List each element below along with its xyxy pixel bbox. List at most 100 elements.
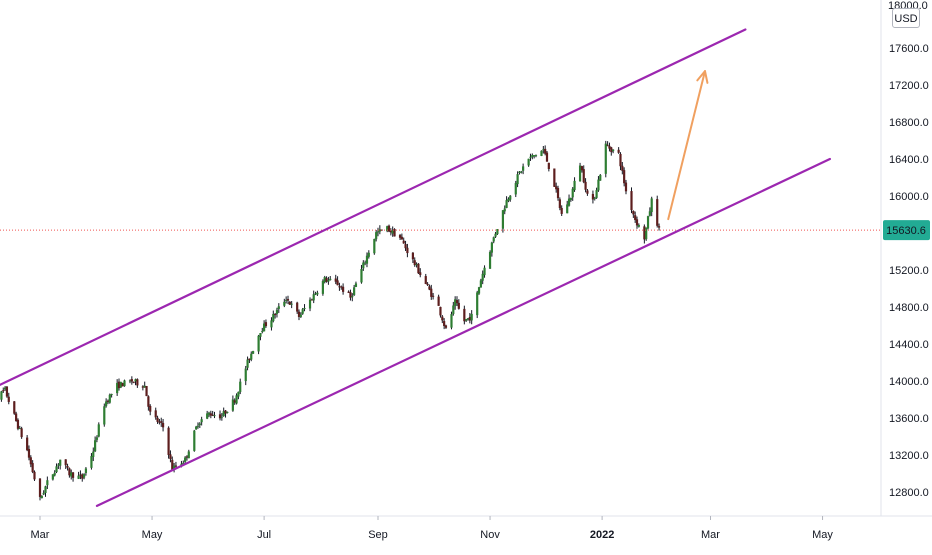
candle-body bbox=[477, 287, 481, 294]
candle-body bbox=[316, 292, 319, 295]
channel-lower-line[interactable] bbox=[95, 157, 831, 507]
candle-body bbox=[235, 395, 238, 404]
candle-down bbox=[218, 410, 222, 421]
candle-body bbox=[327, 280, 330, 282]
price-tick-label: 17600.0 bbox=[889, 43, 929, 55]
candle-body bbox=[560, 207, 563, 214]
candle-body bbox=[417, 263, 420, 274]
candle-body bbox=[527, 158, 530, 166]
candle-up bbox=[509, 195, 512, 202]
candle-down bbox=[286, 295, 290, 305]
price-tick-label: 16400.0 bbox=[889, 154, 929, 166]
candle-up bbox=[70, 469, 73, 480]
candle-down bbox=[547, 162, 550, 172]
candle-down bbox=[580, 165, 584, 173]
candle-up bbox=[195, 425, 198, 430]
candle-up bbox=[386, 225, 389, 233]
candle-up bbox=[0, 390, 3, 402]
candle-body bbox=[44, 486, 47, 494]
candle-down bbox=[81, 473, 84, 482]
candle-up bbox=[378, 225, 381, 235]
candle-up bbox=[303, 304, 306, 312]
candle-body bbox=[567, 198, 571, 206]
candle-body bbox=[226, 411, 229, 413]
candle-body bbox=[308, 299, 312, 309]
candle-up bbox=[301, 307, 304, 315]
candle-body bbox=[329, 278, 332, 281]
candle-down bbox=[64, 459, 67, 469]
candle-up bbox=[105, 398, 108, 408]
candle-up bbox=[46, 476, 49, 490]
time-axis[interactable]: Mar May Jul Sep Nov 2022 Mar May bbox=[31, 516, 834, 541]
candle-up bbox=[599, 174, 602, 181]
candle-body bbox=[128, 380, 132, 382]
candle-body bbox=[20, 428, 23, 438]
candle-body bbox=[71, 472, 75, 478]
candle-body bbox=[275, 309, 279, 314]
candle-down bbox=[68, 467, 71, 478]
candle-body bbox=[479, 280, 482, 288]
currency-badge[interactable]: USD bbox=[892, 8, 920, 28]
candle-body bbox=[108, 394, 111, 403]
candle-down bbox=[349, 289, 352, 301]
candle-body bbox=[547, 162, 550, 169]
candle-body bbox=[465, 318, 468, 321]
candle-body bbox=[488, 251, 492, 269]
candle-body bbox=[38, 478, 42, 497]
candle-body bbox=[634, 215, 637, 221]
candle-body bbox=[195, 426, 198, 430]
candle-down bbox=[27, 445, 31, 461]
candle-body bbox=[182, 462, 185, 465]
candle-body bbox=[411, 252, 415, 260]
time-tick-label: Jul bbox=[257, 529, 271, 541]
candle-body bbox=[259, 333, 262, 337]
candle-body bbox=[66, 466, 69, 468]
price-axis[interactable]: 12800.0 13200.0 13600.0 14000.0 14400.0 14800… bbox=[889, 43, 929, 499]
candle-body bbox=[303, 307, 306, 309]
candle-body bbox=[569, 197, 572, 200]
candle-body bbox=[604, 143, 607, 174]
price-tick-label: 15200.0 bbox=[889, 265, 929, 277]
candle-body bbox=[387, 225, 391, 232]
candle-body bbox=[105, 401, 108, 407]
candle-body bbox=[7, 396, 10, 402]
channel-upper-line[interactable] bbox=[0, 28, 747, 391]
candle-up bbox=[206, 410, 209, 420]
candle-down bbox=[211, 410, 214, 417]
candle-body bbox=[389, 230, 392, 233]
candle-body bbox=[632, 210, 635, 215]
candle-up bbox=[220, 413, 223, 421]
candle-body bbox=[161, 422, 165, 428]
candle-down bbox=[387, 224, 391, 233]
candle-body bbox=[82, 474, 86, 478]
forecast-arrow-shaft[interactable] bbox=[667, 70, 706, 221]
candle-up bbox=[360, 264, 363, 284]
candle-down bbox=[347, 290, 350, 293]
candle-body bbox=[169, 454, 172, 460]
candle-body bbox=[404, 244, 407, 249]
overlay-layer bbox=[0, 28, 881, 507]
price-tick-label: 13200.0 bbox=[889, 450, 929, 462]
candle-body bbox=[595, 190, 598, 198]
candle-body bbox=[290, 303, 293, 305]
candle-body bbox=[51, 474, 54, 480]
candle-body bbox=[544, 148, 547, 154]
candle-up bbox=[18, 425, 21, 430]
candle-up bbox=[529, 153, 532, 161]
candle-down bbox=[560, 205, 563, 216]
time-tick-label: Mar bbox=[31, 529, 50, 541]
candle-body bbox=[180, 463, 183, 466]
price-tick-label: 12800.0 bbox=[889, 487, 929, 499]
candle-down bbox=[426, 282, 429, 286]
candle-body bbox=[123, 380, 126, 387]
candle-body bbox=[415, 264, 418, 266]
candle-up bbox=[637, 223, 640, 228]
forecast-arrow-head bbox=[703, 70, 709, 84]
candle-up bbox=[353, 284, 356, 297]
candle-body bbox=[516, 174, 519, 185]
candle-body bbox=[360, 269, 363, 283]
candle-body bbox=[505, 200, 508, 208]
candle-up bbox=[450, 311, 453, 330]
